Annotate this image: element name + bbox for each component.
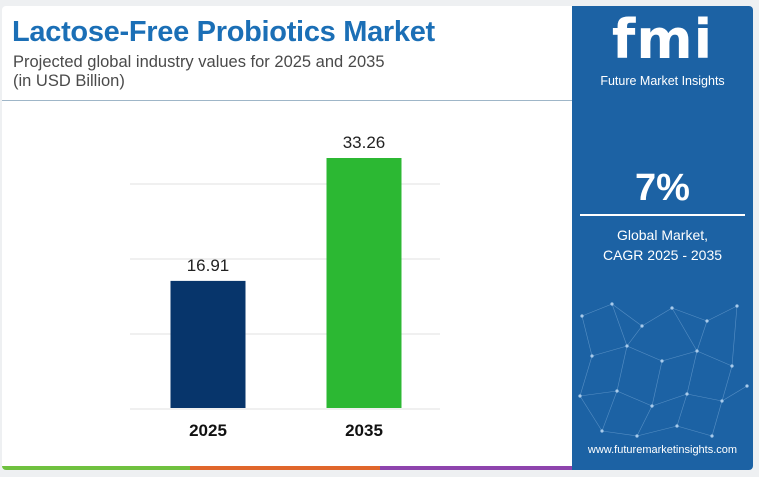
fmi-logo: fmi [611, 8, 714, 71]
bar-chart: 16.91 2025 33.26 2035 [130, 133, 440, 440]
website-link[interactable]: www.futuremarketinsights.com [587, 444, 738, 456]
network-line [671, 307, 698, 352]
network-node [580, 314, 584, 318]
network-line [706, 305, 738, 322]
network-pattern [578, 302, 749, 438]
x-tick-label: 2035 [345, 421, 383, 440]
chart-subtitle: Projected global industry values for 202… [13, 53, 385, 91]
cagr-label-line-1: Global Market, [616, 227, 709, 243]
network-line [601, 430, 638, 437]
network-line [711, 400, 723, 437]
network-node [660, 359, 664, 363]
network-node [625, 344, 629, 348]
network-line [671, 307, 708, 322]
network-node [705, 319, 709, 323]
network-line [616, 390, 653, 407]
network-line [651, 360, 663, 407]
network-line [579, 355, 593, 397]
network-line [611, 303, 628, 347]
network-node [720, 399, 724, 403]
network-line [696, 350, 733, 367]
bar-value-label: 16.91 [187, 256, 230, 275]
network-line [581, 303, 613, 317]
network-node [745, 384, 749, 388]
network-node [695, 349, 699, 353]
bar-2025 [170, 280, 246, 408]
network-node [650, 404, 654, 408]
network-node [615, 389, 619, 393]
network-line [686, 350, 698, 395]
network-line [676, 393, 688, 427]
network-node [670, 306, 674, 310]
x-tick-label: 2025 [189, 421, 227, 440]
network-node [600, 429, 604, 433]
network-line [611, 303, 643, 327]
network-node [685, 392, 689, 396]
cagr-label-line-2: CAGR 2025 - 2035 [602, 247, 723, 263]
network-line [626, 325, 643, 347]
network-line [661, 350, 698, 362]
chart-title: Lactose-Free Probiotics Market [12, 16, 435, 48]
subtitle-line-1: Projected global industry values for 202… [13, 53, 385, 71]
network-line [651, 393, 688, 407]
network-line [641, 307, 673, 327]
network-line [721, 385, 748, 402]
network-line [581, 315, 593, 357]
network-node [578, 394, 582, 398]
network-line [579, 395, 603, 432]
network-line [731, 305, 738, 367]
footer-segment [572, 466, 753, 470]
network-node [735, 304, 739, 308]
infographic-card: Lactose-Free Probiotics Market Projected… [2, 6, 753, 470]
network-line [636, 425, 678, 437]
cagr-label: Global Market, CAGR 2025 - 2035 [572, 225, 753, 265]
network-node [710, 434, 714, 438]
network-line [721, 365, 733, 402]
network-line [591, 345, 628, 357]
network-line [626, 345, 663, 362]
network-node [590, 354, 594, 358]
network-line [676, 425, 713, 437]
subtitle-line-2: (in USD Billion) [13, 72, 125, 90]
header-divider [2, 100, 572, 101]
logo-subtitle: Future Market Insights [600, 74, 725, 88]
network-line [636, 405, 653, 437]
side-panel: fmi Future Market Insights 7% Global Mar… [572, 6, 753, 466]
network-line [601, 390, 618, 432]
network-node [640, 324, 644, 328]
footer-segment [2, 466, 190, 470]
network-node [730, 364, 734, 368]
network-node [675, 424, 679, 428]
network-line [616, 345, 628, 392]
network-line [686, 393, 723, 402]
side-divider [580, 214, 745, 216]
footer-segment [190, 466, 380, 470]
footer-segment [380, 466, 572, 470]
bar-2035 [326, 158, 402, 408]
bar-value-label: 33.26 [343, 133, 386, 152]
network-node [610, 302, 614, 306]
network-node [635, 434, 639, 438]
network-line [696, 320, 708, 352]
cagr-value: 7% [635, 167, 690, 209]
network-line [579, 390, 618, 397]
